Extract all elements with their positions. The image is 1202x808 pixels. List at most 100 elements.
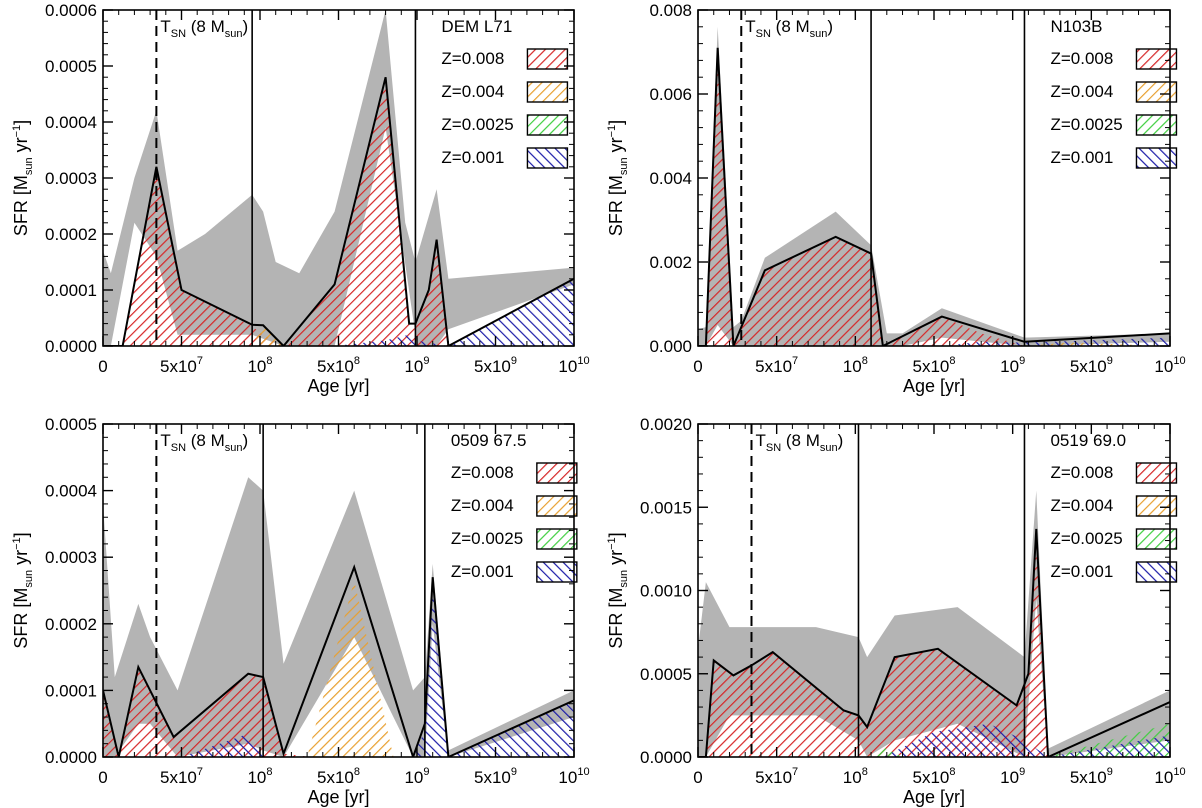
y-tick-label: 0.0001: [45, 281, 97, 300]
series-area-Z0008: [103, 667, 574, 757]
x-tick-label: 5x108: [913, 766, 956, 787]
x-tick-label: 5x109: [1070, 355, 1113, 376]
legend-swatch: [1135, 462, 1178, 484]
x-axis-label: Age [yr]: [903, 376, 965, 396]
legend-swatch: [1135, 561, 1178, 583]
y-tick-label: 0.0020: [640, 415, 692, 434]
series-area-Z0001: [698, 723, 1170, 757]
x-tick-label: 5x108: [317, 766, 360, 787]
legend-label: Z=0.008: [451, 463, 514, 482]
legend-label: Z=0.001: [451, 562, 514, 581]
x-tick-label: 5x107: [755, 355, 798, 376]
chart-panel-4: TSN (8 Msun) 0519 69.0 Z=0.008 Z=0.004 Z=0.0…: [606, 415, 1186, 807]
plot-area: [103, 10, 574, 346]
series-area-Z0008: [698, 528, 1170, 757]
x-tick-label: 5x108: [913, 355, 956, 376]
y-tick-label: 0.0001: [45, 681, 97, 700]
x-tick-label: 5x108: [317, 355, 360, 376]
total-sfr-line: [698, 47, 1170, 346]
x-tick-label: 108: [843, 766, 868, 787]
y-tick-label: 0.006: [649, 85, 692, 104]
y-tick-label: 0.0003: [45, 169, 97, 188]
y-tick-label: 0.004: [649, 169, 692, 188]
chart-panel-1: TSN (8 Msun) DEM L71 Z=0.008 Z=0.004 Z=0.002…: [11, 1, 590, 396]
x-tick-label: 109: [1000, 355, 1025, 376]
y-tick-label: 0.0015: [640, 498, 692, 517]
legend-swatch: [526, 48, 569, 70]
y-tick-label: 0.0006: [45, 1, 97, 20]
x-tick-label: 109: [404, 766, 429, 787]
y-tick-label: 0.0003: [45, 548, 97, 567]
x-tick-label: 108: [247, 766, 272, 787]
x-tick-label: 109: [1000, 766, 1025, 787]
tsn-label: TSN (8 Msun): [755, 431, 843, 454]
y-tick-label: 0.0000: [640, 748, 692, 767]
legend-swatch: [536, 561, 578, 583]
tsn-label: TSN (8 Msun): [745, 17, 833, 40]
legend-label: Z=0.004: [1050, 82, 1113, 101]
legend-swatch: [1135, 495, 1178, 517]
legend-swatch: [536, 528, 578, 550]
legend-label: Z=0.001: [1050, 148, 1113, 167]
legend-label: Z=0.001: [441, 148, 504, 167]
series-area-Z0001: [103, 583, 574, 757]
x-tick-label: 0: [693, 357, 702, 376]
uncertainty-range: [103, 10, 574, 346]
x-tick-label: 5x107: [160, 355, 203, 376]
y-axis-label: SFR [Msun yr−1]: [606, 532, 630, 648]
x-tick-label: 5x109: [474, 355, 517, 376]
plot-area: [103, 477, 574, 757]
legend-swatch: [1135, 81, 1178, 103]
x-tick-label: 1010: [1154, 766, 1185, 787]
legend-swatch: [1135, 48, 1178, 70]
x-tick-label: 5x107: [755, 766, 798, 787]
panel-title: N103B: [1050, 17, 1102, 36]
panel-title: 0509 67.5: [451, 431, 527, 450]
x-tick-label: 108: [247, 355, 272, 376]
tsn-label: TSN (8 Msun): [160, 17, 248, 40]
x-axis-label: Age [yr]: [307, 787, 369, 807]
x-tick-label: 1010: [558, 766, 589, 787]
y-axis-label: SFR [Msun yr−1]: [11, 532, 35, 648]
legend-swatch: [1135, 528, 1178, 550]
x-tick-label: 0: [98, 768, 107, 787]
x-tick-label: 5x109: [474, 766, 517, 787]
x-tick-label: 109: [404, 355, 429, 376]
total-sfr-line: [103, 564, 574, 757]
y-tick-label: 0.0004: [45, 482, 97, 501]
y-axis-label: SFR [Msun yr−1]: [606, 120, 630, 236]
x-tick-label: 0: [693, 768, 702, 787]
legend-swatch: [526, 81, 569, 103]
legend-swatch: [526, 114, 569, 136]
legend-swatch: [536, 462, 578, 484]
x-tick-label: 108: [843, 355, 868, 376]
legend-label: Z=0.008: [1050, 463, 1113, 482]
y-tick-label: 0.0004: [45, 113, 97, 132]
panel-title: DEM L71: [441, 17, 512, 36]
series-area-Z0001: [103, 278, 574, 346]
legend-swatch: [526, 147, 569, 169]
tsn-label: TSN (8 Msun): [160, 431, 248, 454]
series-area-Z0008: [698, 47, 1170, 346]
legend-swatch: [536, 495, 578, 517]
y-tick-label: 0.0002: [45, 615, 97, 634]
y-tick-label: 0.002: [649, 253, 692, 272]
legend-label: Z=0.004: [451, 496, 514, 515]
y-tick-label: 0.0005: [640, 665, 692, 684]
legend-label: Z=0.0025: [451, 529, 523, 548]
x-axis-label: Age [yr]: [307, 376, 369, 396]
legend-label: Z=0.008: [1050, 49, 1113, 68]
x-tick-label: 0: [98, 357, 107, 376]
legend-swatch: [1135, 114, 1178, 136]
y-tick-label: 0.0005: [45, 415, 97, 434]
legend-label: Z=0.0025: [1050, 115, 1122, 134]
panel-title: 0519 69.0: [1050, 431, 1126, 450]
chart-panel-3: TSN (8 Msun) 0509 67.5 Z=0.008 Z=0.004 Z=0.0…: [11, 415, 590, 807]
legend-label: Z=0.0025: [1050, 529, 1122, 548]
legend-label: Z=0.008: [441, 49, 504, 68]
y-tick-label: 0.0010: [640, 582, 692, 601]
y-tick-label: 0.0000: [45, 337, 97, 356]
y-tick-label: 0.0005: [45, 57, 97, 76]
y-tick-label: 0.0000: [45, 748, 97, 767]
